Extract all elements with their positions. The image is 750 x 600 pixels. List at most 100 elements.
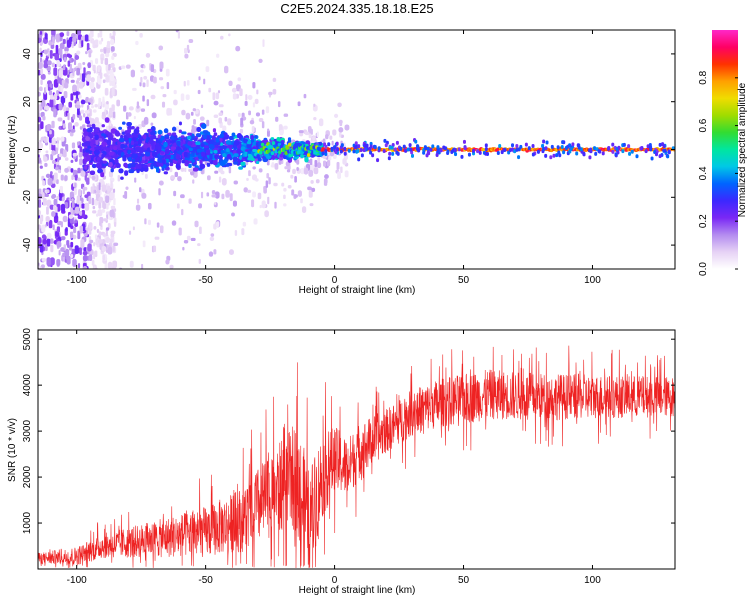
heatmap-cell xyxy=(42,197,47,206)
heatmap-cell xyxy=(55,166,59,171)
heatmap-cell xyxy=(38,142,44,149)
heatmap-cell xyxy=(134,177,137,183)
heatmap-cell xyxy=(388,151,392,156)
heatmap-cell xyxy=(324,148,328,153)
colorbar: 0.0 0.2 0.4 0.6 0.8 Normalized spectral ampl… xyxy=(698,30,748,276)
heatmap-cell xyxy=(175,30,180,33)
heatmap-cell xyxy=(94,149,99,154)
heatmap-cell xyxy=(515,143,519,148)
y-tick-label: 2000 xyxy=(22,466,33,489)
heatmap-cell xyxy=(258,141,262,146)
heatmap-cell xyxy=(333,145,337,150)
heatmap-cell xyxy=(118,126,123,130)
heatmap-cell xyxy=(74,174,78,181)
heatmap-cell xyxy=(124,163,128,169)
heatmap-cell xyxy=(43,59,49,69)
heatmap-cell xyxy=(181,275,184,282)
heatmap-cell xyxy=(339,133,342,138)
heatmap-cell xyxy=(575,151,579,156)
heatmap-cell xyxy=(153,245,157,253)
x-tick-label: 0 xyxy=(332,575,338,586)
heatmap-cell xyxy=(218,117,223,124)
heatmap-cell xyxy=(288,153,294,158)
heatmap-cell xyxy=(330,146,334,151)
heatmap-cell xyxy=(500,150,504,155)
heatmap-cell xyxy=(56,33,60,43)
heatmap-cell xyxy=(94,134,99,141)
heatmap-cell xyxy=(94,44,98,48)
heatmap-cell xyxy=(58,103,63,111)
heatmap-cell xyxy=(110,279,112,282)
heatmap-cell xyxy=(82,187,85,195)
heatmap-cell xyxy=(476,149,480,154)
heatmap-cell xyxy=(545,140,549,145)
heatmap-cell xyxy=(88,33,92,41)
heatmap-cell xyxy=(279,129,284,136)
heatmap-cell xyxy=(46,189,50,194)
heatmap-cell xyxy=(101,208,106,213)
heatmap-cell xyxy=(185,94,190,101)
heatmap-cell xyxy=(446,149,450,154)
heatmap-cell xyxy=(188,147,193,152)
heatmap-cell xyxy=(100,172,105,178)
heatmap-cell xyxy=(37,272,41,277)
heatmap-cell xyxy=(220,149,225,154)
heatmap-cell xyxy=(84,34,89,42)
heatmap-cell xyxy=(234,230,238,236)
heatmap-cell xyxy=(137,138,142,145)
heatmap-cell xyxy=(143,143,149,149)
heatmap-cell xyxy=(269,145,274,150)
heatmap-cell xyxy=(390,145,394,150)
heatmap-cell xyxy=(170,146,177,150)
heatmap-cell xyxy=(517,155,521,160)
heatmap-cell xyxy=(139,33,143,38)
heatmap-cell xyxy=(79,247,82,256)
heatmap-cell xyxy=(175,153,181,160)
heatmap-cell xyxy=(184,53,189,59)
heatmap-cell xyxy=(109,72,115,82)
heatmap-cell xyxy=(177,31,181,39)
heatmap-cell xyxy=(97,66,100,73)
heatmap-cell xyxy=(99,72,103,80)
heatmap-cell xyxy=(71,248,76,256)
heatmap-cell xyxy=(48,143,52,150)
heatmap-cell xyxy=(116,163,121,168)
y-tick-label: 5000 xyxy=(22,328,33,351)
heatmap-cell xyxy=(212,128,217,133)
heatmap-cell xyxy=(64,175,68,181)
heatmap-cell xyxy=(192,108,197,112)
heatmap-cell xyxy=(337,102,342,108)
heatmap-cell xyxy=(102,160,107,164)
heatmap-cell xyxy=(191,159,195,163)
heatmap-cell xyxy=(247,140,252,145)
heatmap-cell xyxy=(614,152,618,157)
heatmap-cell xyxy=(267,128,270,132)
heatmap-cell xyxy=(607,146,611,151)
heatmap-cell xyxy=(78,204,82,209)
heatmap-cell xyxy=(70,254,74,259)
heatmap-cell xyxy=(37,19,40,24)
heatmap-cell xyxy=(252,102,256,108)
heatmap-cell xyxy=(353,145,357,150)
heatmap-cell xyxy=(262,39,265,48)
heatmap-cell xyxy=(51,150,56,156)
heatmap-cell xyxy=(306,152,311,157)
heatmap-cell xyxy=(58,48,63,56)
heatmap-cell xyxy=(222,159,228,164)
heatmap-cell xyxy=(308,133,312,139)
heatmap-cell xyxy=(83,247,88,252)
heatmap-cell xyxy=(45,150,49,154)
heatmap-cell xyxy=(126,132,132,138)
heatmap-cell xyxy=(549,155,553,160)
heatmap-cell xyxy=(278,150,282,155)
heatmap-cell xyxy=(248,110,251,116)
heatmap-cell xyxy=(130,140,135,146)
heatmap-cell xyxy=(271,162,275,168)
heatmap-cell xyxy=(69,231,74,239)
heatmap-cell xyxy=(38,112,41,117)
heatmap-cell xyxy=(59,185,63,194)
heatmap-cell xyxy=(229,144,233,148)
heatmap-cell xyxy=(218,166,223,173)
heatmap-cell xyxy=(45,215,50,223)
heatmap-cell xyxy=(324,174,329,179)
